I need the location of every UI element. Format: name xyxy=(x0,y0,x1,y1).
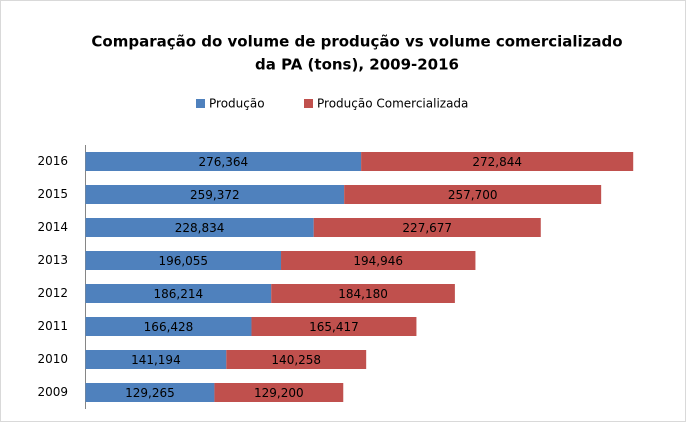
data-label: 140,258 xyxy=(271,353,321,367)
y-tick-label: 2016 xyxy=(37,154,68,168)
bar-segment xyxy=(226,350,367,369)
legend-label: Produção Comercializada xyxy=(317,97,468,111)
y-tick-label: 2012 xyxy=(37,286,68,300)
data-label: 227,677 xyxy=(402,221,452,235)
bar-segment xyxy=(313,218,541,237)
data-label: 129,200 xyxy=(254,386,304,400)
data-label: 141,194 xyxy=(131,353,181,367)
bar-segment xyxy=(85,350,227,369)
data-label: 166,428 xyxy=(144,320,194,334)
legend-swatch xyxy=(304,99,313,108)
y-tick-label: 2009 xyxy=(37,385,68,399)
y-tick-label: 2014 xyxy=(37,220,68,234)
data-label: 184,180 xyxy=(338,287,388,301)
bar-segment xyxy=(85,317,252,336)
bar-segment xyxy=(85,218,314,237)
chart-title: Comparação do volume de produção vs volu… xyxy=(91,33,622,51)
bar-segment xyxy=(85,251,282,270)
data-label: 228,834 xyxy=(175,221,225,235)
bar-segment xyxy=(344,185,602,204)
bar-segment xyxy=(85,383,215,402)
legend-swatch xyxy=(196,99,205,108)
data-label: 276,364 xyxy=(198,155,248,169)
data-label: 257,700 xyxy=(448,188,498,202)
data-label: 186,214 xyxy=(154,287,204,301)
bar-segment xyxy=(251,317,417,336)
bar-segment xyxy=(361,152,634,171)
data-label: 272,844 xyxy=(472,155,522,169)
chart-title: da PA (tons), 2009-2016 xyxy=(255,56,459,74)
data-label: 196,055 xyxy=(158,254,208,268)
bar-segment xyxy=(85,152,362,171)
bar-segment xyxy=(214,383,344,402)
bar-segment xyxy=(85,284,272,303)
y-tick-label: 2013 xyxy=(37,253,68,267)
data-label: 129,265 xyxy=(125,386,175,400)
data-label: 165,417 xyxy=(309,320,359,334)
bar-segment xyxy=(271,284,455,303)
data-label: 259,372 xyxy=(190,188,240,202)
bar-segment xyxy=(85,185,345,204)
bar-segment xyxy=(281,251,476,270)
y-tick-label: 2015 xyxy=(37,187,68,201)
y-tick-label: 2011 xyxy=(37,319,68,333)
y-tick-label: 2010 xyxy=(37,352,68,366)
data-label: 194,946 xyxy=(353,254,403,268)
legend-label: Produção xyxy=(209,97,265,111)
